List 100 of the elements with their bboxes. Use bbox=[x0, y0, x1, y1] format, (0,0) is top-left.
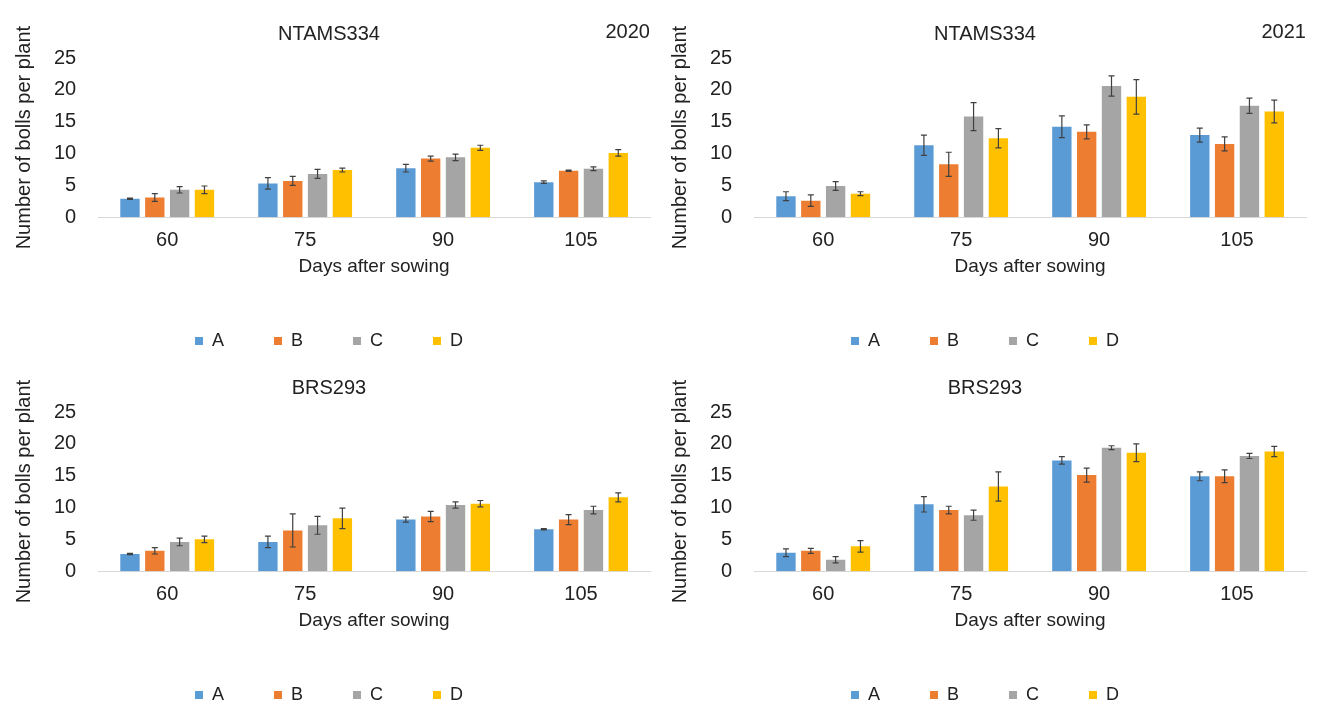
chart-title: BRS293 bbox=[291, 375, 367, 398]
x-tick-label: 75 bbox=[294, 581, 317, 604]
bar bbox=[258, 541, 278, 572]
x-axis-title: Days after sowing bbox=[298, 608, 450, 630]
y-tick-label: 5 bbox=[721, 172, 733, 195]
legend-label: B bbox=[291, 329, 304, 350]
bar bbox=[1264, 451, 1284, 572]
bar bbox=[332, 170, 353, 218]
y-tick-label: 10 bbox=[54, 141, 77, 164]
y-tick-label: 10 bbox=[710, 495, 733, 518]
y-tick-label: 5 bbox=[65, 526, 77, 549]
legend-label: C bbox=[1026, 329, 1040, 350]
legend-label: A bbox=[868, 683, 881, 704]
bar bbox=[608, 497, 628, 572]
bar bbox=[1239, 105, 1260, 218]
x-tick-label: 105 bbox=[1220, 581, 1254, 604]
y-tick-label: 15 bbox=[710, 463, 733, 486]
bar bbox=[470, 503, 491, 572]
bar bbox=[1076, 475, 1097, 572]
y-tick-label: 15 bbox=[54, 463, 77, 486]
bar bbox=[445, 157, 466, 218]
legend-label: C bbox=[1026, 683, 1040, 704]
bar bbox=[470, 147, 491, 218]
legend-label: C bbox=[370, 329, 384, 350]
x-tick-label: 90 bbox=[1087, 581, 1111, 604]
x-tick-label: 60 bbox=[812, 581, 835, 604]
x-tick-label: 105 bbox=[564, 227, 598, 250]
bar bbox=[120, 554, 140, 572]
y-tick-label: 20 bbox=[710, 431, 733, 454]
x-axis-title: Days after sowing bbox=[298, 254, 450, 276]
bar bbox=[145, 197, 165, 218]
y-tick-label: 20 bbox=[54, 431, 77, 454]
legend-label: A bbox=[868, 329, 881, 350]
bar bbox=[120, 198, 140, 218]
x-tick-label: 105 bbox=[1220, 227, 1254, 250]
chart-subtitle: 2021 bbox=[1261, 19, 1306, 42]
legend-label: D bbox=[450, 329, 464, 350]
bar bbox=[583, 510, 604, 572]
y-tick-label: 0 bbox=[65, 204, 77, 227]
bar bbox=[194, 189, 215, 218]
y-tick-label: 5 bbox=[65, 172, 77, 195]
bar bbox=[1126, 96, 1147, 218]
bar bbox=[1076, 131, 1097, 218]
bar bbox=[169, 189, 190, 218]
legend-label: D bbox=[1106, 683, 1120, 704]
bar bbox=[1214, 143, 1235, 218]
x-tick-label: 60 bbox=[156, 227, 179, 250]
x-tick-label: 105 bbox=[564, 581, 598, 604]
bar bbox=[801, 550, 821, 572]
bar bbox=[963, 515, 984, 572]
legend-label: B bbox=[291, 683, 304, 704]
y-tick-label: 15 bbox=[54, 109, 77, 132]
chart-title: NTAMS334 bbox=[278, 21, 380, 44]
y-tick-label: 20 bbox=[710, 77, 733, 100]
legend-label: D bbox=[1106, 329, 1120, 350]
y-tick-label: 0 bbox=[721, 558, 733, 581]
bar bbox=[988, 138, 1009, 218]
y-tick-label: 0 bbox=[65, 558, 77, 581]
bar bbox=[801, 200, 821, 218]
x-tick-label: 75 bbox=[950, 227, 973, 250]
bar bbox=[1052, 126, 1072, 218]
y-tick-label: 15 bbox=[710, 109, 733, 132]
bar bbox=[421, 516, 441, 572]
bar bbox=[283, 180, 303, 218]
x-tick-label: 75 bbox=[294, 227, 317, 250]
bar bbox=[583, 168, 604, 218]
x-tick-label: 90 bbox=[431, 227, 455, 250]
bar bbox=[963, 116, 984, 218]
bar bbox=[939, 164, 959, 218]
bar bbox=[1214, 476, 1235, 572]
bar bbox=[1101, 86, 1122, 218]
chart-title: BRS293 bbox=[947, 375, 1023, 398]
bar bbox=[194, 539, 215, 572]
bar bbox=[850, 546, 871, 572]
x-tick-label: 60 bbox=[156, 581, 179, 604]
bar bbox=[534, 182, 554, 218]
y-tick-label: 10 bbox=[54, 495, 77, 518]
bar bbox=[558, 170, 579, 218]
y-axis-title: Number of bolls per plant bbox=[667, 25, 690, 250]
y-tick-label: 10 bbox=[710, 141, 733, 164]
y-tick-label: 0 bbox=[721, 204, 733, 227]
bar bbox=[421, 158, 441, 218]
bar bbox=[939, 510, 959, 572]
y-tick-label: 25 bbox=[710, 399, 733, 422]
y-axis-title: Number of bolls per plant bbox=[11, 25, 34, 250]
bar bbox=[445, 504, 466, 572]
bar bbox=[307, 525, 328, 572]
bar bbox=[307, 173, 328, 218]
x-tick-label: 60 bbox=[812, 227, 835, 250]
bar bbox=[534, 529, 554, 572]
chart-title: NTAMS334 bbox=[934, 21, 1036, 44]
bar bbox=[914, 504, 934, 572]
bar bbox=[169, 541, 190, 572]
bar bbox=[1264, 111, 1284, 218]
y-tick-label: 20 bbox=[54, 77, 77, 100]
bar bbox=[1190, 135, 1210, 218]
bar bbox=[145, 550, 165, 572]
x-axis-title: Days after sowing bbox=[954, 608, 1106, 630]
x-tick-label: 75 bbox=[950, 581, 973, 604]
bar bbox=[825, 186, 846, 218]
